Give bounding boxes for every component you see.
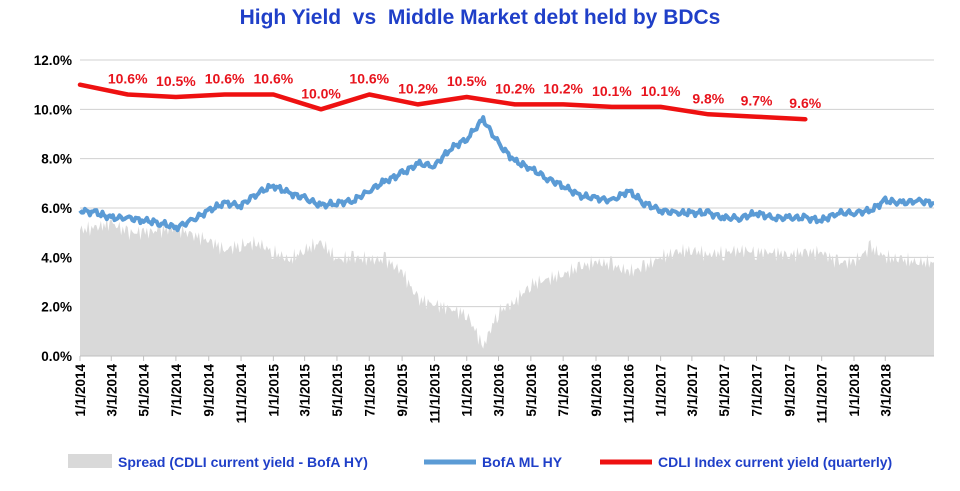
series-lines	[77, 82, 935, 233]
legend: Spread (CDLI current yield - BofA HY) Bof…	[68, 454, 892, 470]
cdli-data-label: 9.7%	[741, 93, 773, 109]
cdli-data-label: 9.8%	[692, 90, 724, 106]
cdli-data-label: 10.2%	[495, 80, 535, 96]
x-tick-label: 5/1/2017	[717, 364, 732, 417]
y-tick-label: 12.0%	[34, 53, 72, 68]
x-tick-label: 9/1/2017	[782, 364, 797, 417]
x-tick-label: 11/1/2014	[234, 364, 249, 424]
spread-area	[80, 217, 934, 356]
x-tick-label: 7/1/2016	[556, 364, 571, 417]
chart-title: High Yield vs Middle Market debt held by…	[239, 6, 721, 29]
cdli-data-label: 10.6%	[205, 71, 245, 87]
x-tick-label: 7/1/2014	[169, 364, 184, 417]
data-labels: 10.6% 10.5% 10.6% 10.6% 10.0% 10.6% 10.2% 10.5%…	[108, 71, 822, 112]
cdli-data-label: 10.6%	[254, 71, 294, 87]
cdli-data-label: 10.5%	[447, 73, 487, 89]
x-tick-label: 11/1/2015	[427, 364, 442, 424]
x-tick-label: 11/1/2016	[621, 364, 636, 424]
x-tick-label: 3/1/2016	[492, 364, 507, 417]
y-tick-label: 0.0%	[41, 349, 72, 364]
x-tick-label: 9/1/2015	[395, 364, 410, 417]
x-tick-label: 1/1/2018	[847, 364, 862, 417]
x-tick-label: 5/1/2014	[137, 364, 152, 417]
y-tick-label: 10.0%	[34, 102, 72, 117]
x-tick-label: 5/1/2015	[330, 364, 345, 417]
x-tick-label: 3/1/2017	[685, 364, 700, 417]
y-tick-label: 2.0%	[41, 300, 72, 315]
axes: 0.0% 2.0% 4.0% 6.0% 8.0% 10.0% 12.0% 1/1/2014 3/…	[34, 53, 934, 423]
x-tick-label: 5/1/2016	[524, 364, 539, 417]
cdli-line	[77, 82, 808, 122]
y-tick-label: 6.0%	[41, 201, 72, 216]
bofa-hy-line	[78, 115, 935, 233]
x-tick-label: 7/1/2017	[750, 364, 765, 417]
cdli-data-label: 10.6%	[349, 71, 389, 87]
cdli-data-label: 10.2%	[398, 80, 438, 96]
x-tick-label: 3/1/2018	[878, 364, 893, 417]
cdli-data-label: 10.1%	[641, 83, 681, 99]
cdli-data-label: 10.1%	[592, 83, 632, 99]
y-tick-label: 8.0%	[41, 152, 72, 167]
x-tick-label: 3/1/2014	[104, 364, 119, 417]
x-tick-label: 1/1/2015	[266, 364, 281, 417]
x-tick-label: 9/1/2014	[202, 364, 217, 417]
cdli-data-label: 10.0%	[301, 85, 341, 101]
x-tick-label: 1/1/2016	[460, 364, 475, 417]
y-tick-label: 4.0%	[41, 250, 72, 265]
legend-label-hy: BofA ML HY	[482, 454, 563, 470]
x-tick-label: 9/1/2016	[589, 364, 604, 417]
spread-area-layer	[80, 217, 934, 356]
x-tick-label: 7/1/2015	[362, 364, 377, 417]
x-tick-label: 11/1/2017	[815, 364, 830, 423]
cdli-data-label: 10.2%	[543, 80, 583, 96]
cdli-data-label: 9.6%	[789, 95, 821, 111]
x-tick-label: 1/1/2017	[654, 364, 669, 417]
x-tick-label: 3/1/2015	[298, 364, 313, 417]
cdli-data-label: 10.5%	[156, 73, 196, 89]
legend-label-spread: Spread (CDLI current yield - BofA HY)	[118, 454, 368, 470]
cdli-data-label: 10.6%	[108, 71, 148, 87]
legend-label-cdli: CDLI Index current yield (quarterly)	[658, 454, 892, 470]
x-tick-label: 1/1/2014	[73, 364, 88, 417]
legend-swatch-spread	[68, 454, 112, 468]
